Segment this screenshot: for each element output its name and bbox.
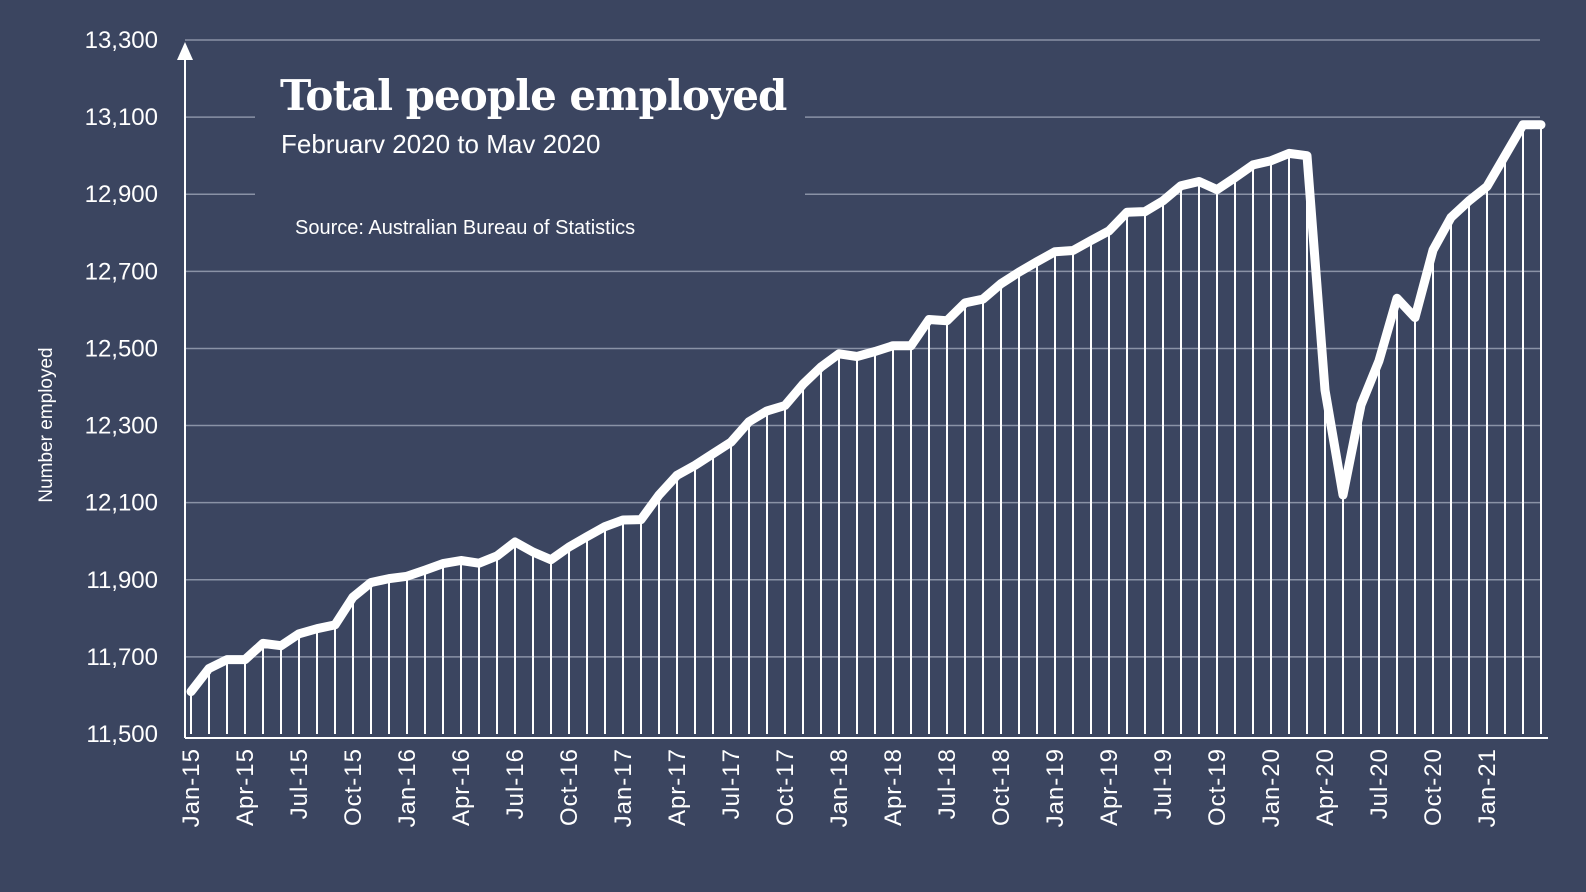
y-tick-label: 12,700 — [85, 258, 158, 285]
chart-subtitle: Februarv 2020 to Mav 2020 — [281, 129, 600, 159]
y-tick-label: 12,100 — [85, 490, 158, 517]
x-tick-label: Jul-20 — [1366, 748, 1393, 819]
x-axis-tick-labels: Jan-15 Apr-15 Jul-15 Oct-15 Jan-16 Apr-16 Jul-… — [178, 748, 1501, 827]
x-tick-label: Jan-20 — [1258, 748, 1285, 827]
x-tick-label: Apr-18 — [880, 748, 907, 826]
x-tick-label: Jul-15 — [286, 748, 313, 819]
x-tick-label: Jul-18 — [934, 748, 961, 819]
y-tick-label: 12,300 — [85, 413, 158, 440]
x-tick-label: Jan-16 — [394, 748, 421, 827]
x-tick-label: Jul-17 — [718, 748, 745, 819]
x-tick-label: Jan-21 — [1474, 748, 1501, 827]
y-tick-label: 11,900 — [86, 567, 158, 594]
x-tick-label: Jan-19 — [1042, 748, 1069, 827]
x-tick-label: Apr-17 — [664, 748, 691, 826]
x-tick-label: Jan-17 — [610, 748, 637, 827]
x-tick-label: Oct-20 — [1420, 748, 1447, 826]
x-tick-label: Oct-15 — [340, 748, 367, 826]
y-tick-label: 12,900 — [85, 181, 158, 208]
x-tick-label: Oct-16 — [556, 748, 583, 826]
y-axis-arrow-icon — [177, 42, 193, 60]
x-tick-label: Jul-19 — [1150, 748, 1177, 819]
drop-lines — [190, 124, 1542, 734]
x-tick-label: Jan-15 — [178, 748, 205, 827]
x-tick-label: Oct-19 — [1204, 748, 1231, 826]
y-tick-label: 11,700 — [86, 644, 158, 671]
series-line-employed — [186, 120, 1546, 697]
x-tick-label: Oct-18 — [988, 748, 1015, 826]
x-tick-label: Apr-20 — [1312, 748, 1339, 826]
y-tick-label: 11,500 — [86, 721, 158, 748]
y-axis-label: Number employed — [36, 347, 57, 502]
chart-source: Source: Australian Bureau of Statistics — [295, 217, 635, 239]
x-tick-label: Oct-17 — [772, 748, 799, 826]
title-backdrop — [255, 60, 805, 250]
x-tick-label: Jan-18 — [826, 748, 853, 827]
x-tick-label: Apr-19 — [1096, 748, 1123, 826]
y-tick-label: 13,300 — [85, 27, 158, 54]
y-tick-label: 13,100 — [85, 104, 158, 131]
x-tick-label: Jul-16 — [502, 748, 529, 819]
y-axis-tick-labels: 11,500 11,700 11,900 12,100 12,300 12,500 12,7… — [85, 27, 158, 748]
x-tick-label: Apr-16 — [448, 748, 475, 826]
y-tick-label: 12,500 — [85, 335, 158, 362]
x-tick-label: Apr-15 — [232, 748, 259, 826]
chart-title: Total people employed — [280, 71, 787, 120]
